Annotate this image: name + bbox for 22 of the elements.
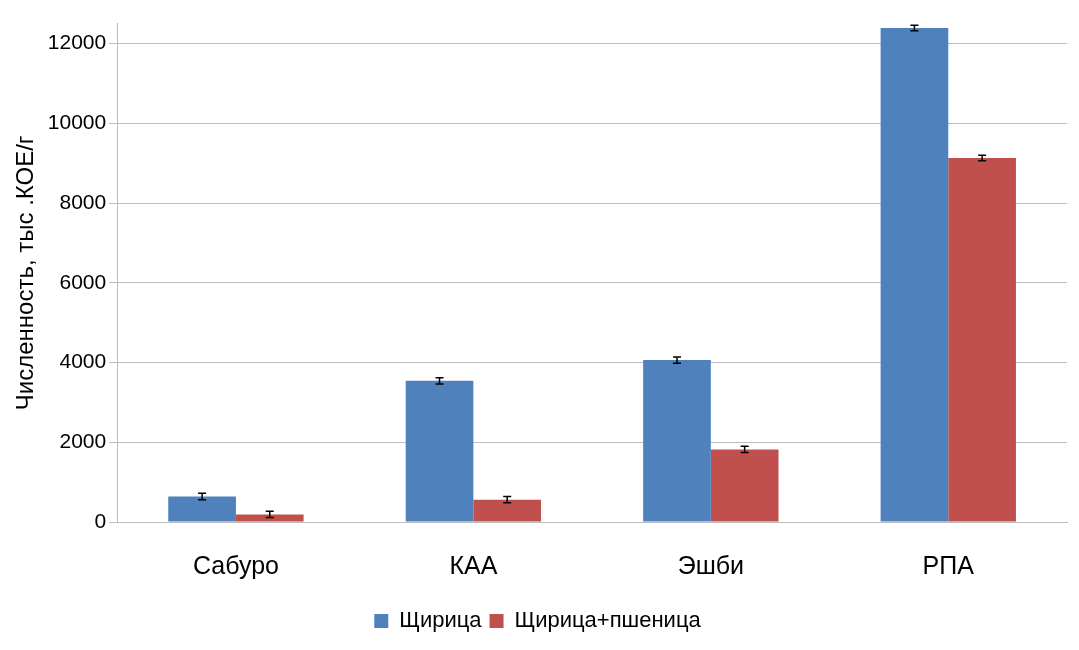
legend-label: Щирица+пшеница bbox=[514, 607, 702, 633]
bar bbox=[880, 27, 949, 522]
x-tick-label: КАА bbox=[449, 550, 498, 579]
legend-label: Щирица bbox=[399, 607, 483, 633]
y-axis-title: Численность, тыс .КОЕ/г bbox=[11, 135, 39, 411]
y-tick-label: 6000 bbox=[59, 269, 107, 293]
y-tick-label: 10000 bbox=[47, 110, 107, 134]
x-tick-label: Сабуро bbox=[192, 550, 279, 579]
y-tick-label: 0 bbox=[94, 508, 107, 532]
bar bbox=[710, 449, 779, 522]
bar bbox=[405, 380, 474, 522]
y-tick-label: 4000 bbox=[59, 349, 107, 373]
bar bbox=[168, 496, 236, 522]
x-tick-label: Эшби bbox=[677, 550, 744, 579]
y-tick-label: 12000 bbox=[47, 30, 107, 54]
bar bbox=[235, 514, 304, 522]
bar bbox=[948, 157, 1016, 522]
bar bbox=[473, 499, 542, 522]
y-tick-label: 2000 bbox=[59, 429, 107, 453]
y-tick-label: 8000 bbox=[59, 189, 107, 213]
bar bbox=[643, 360, 711, 522]
x-tick-label: РПА bbox=[922, 550, 975, 579]
